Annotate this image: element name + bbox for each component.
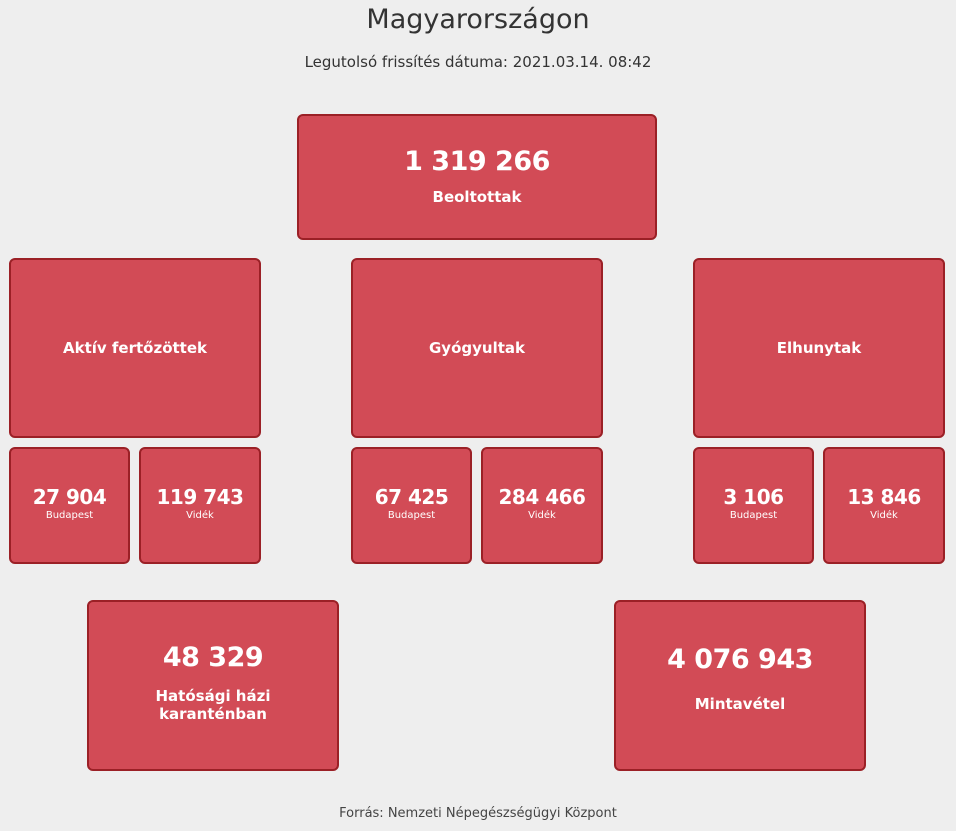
deceased-budapest-card: 3 106 Budapest (693, 447, 814, 564)
recovered-budapest-label: Budapest (387, 510, 436, 521)
recovered-budapest-card: 67 425 Budapest (351, 447, 472, 564)
deceased-label: Elhunytak (776, 339, 862, 357)
samples-value: 4 076 943 (667, 644, 813, 676)
vaccinated-card: 1 319 266 Beoltottak (297, 114, 657, 240)
active-infected-budapest-card: 27 904 Budapest (9, 447, 130, 564)
active-infected-label: Aktív fertőzöttek (63, 339, 207, 357)
active-infected-budapest-value: 27 904 (32, 485, 107, 509)
deceased-budapest-value: 3 106 (723, 485, 784, 509)
source-text: Forrás: Nemzeti Népegészségügyi Központ (339, 806, 617, 821)
vaccinated-label: Beoltottak (432, 188, 522, 207)
samples-card: 4 076 943 Mintavétel (614, 600, 866, 771)
recovered-videk-value: 284 466 (498, 485, 586, 509)
deceased-card: Elhunytak (693, 258, 945, 438)
recovered-videk-label: Vidék (528, 510, 556, 521)
active-infected-budapest-label: Budapest (45, 510, 94, 521)
vaccinated-value: 1 319 266 (404, 145, 550, 177)
deceased-budapest-label: Budapest (729, 510, 778, 521)
recovered-budapest-value: 67 425 (374, 485, 449, 509)
quarantine-label: Hatósági házi karanténban (155, 686, 271, 724)
deceased-videk-label: Vidék (870, 510, 898, 521)
recovered-videk-card: 284 466 Vidék (481, 447, 603, 564)
active-infected-videk-card: 119 743 Vidék (139, 447, 261, 564)
last-updated-text: Legutolsó frissítés dátuma: 2021.03.14. … (304, 53, 652, 71)
deceased-videk-value: 13 846 (847, 485, 921, 509)
quarantine-value: 48 329 (162, 641, 264, 673)
active-infected-videk-label: Vidék (186, 510, 214, 521)
deceased-videk-card: 13 846 Vidék (823, 447, 945, 564)
quarantine-card: 48 329 Hatósági házi karanténban (87, 600, 339, 771)
recovered-label: Gyógyultak (429, 339, 525, 357)
active-infected-videk-value: 119 743 (156, 485, 244, 509)
page-title: Magyarországon (366, 4, 590, 35)
samples-label: Mintavétel (694, 694, 786, 713)
active-infected-card: Aktív fertőzöttek (9, 258, 261, 438)
recovered-card: Gyógyultak (351, 258, 603, 438)
